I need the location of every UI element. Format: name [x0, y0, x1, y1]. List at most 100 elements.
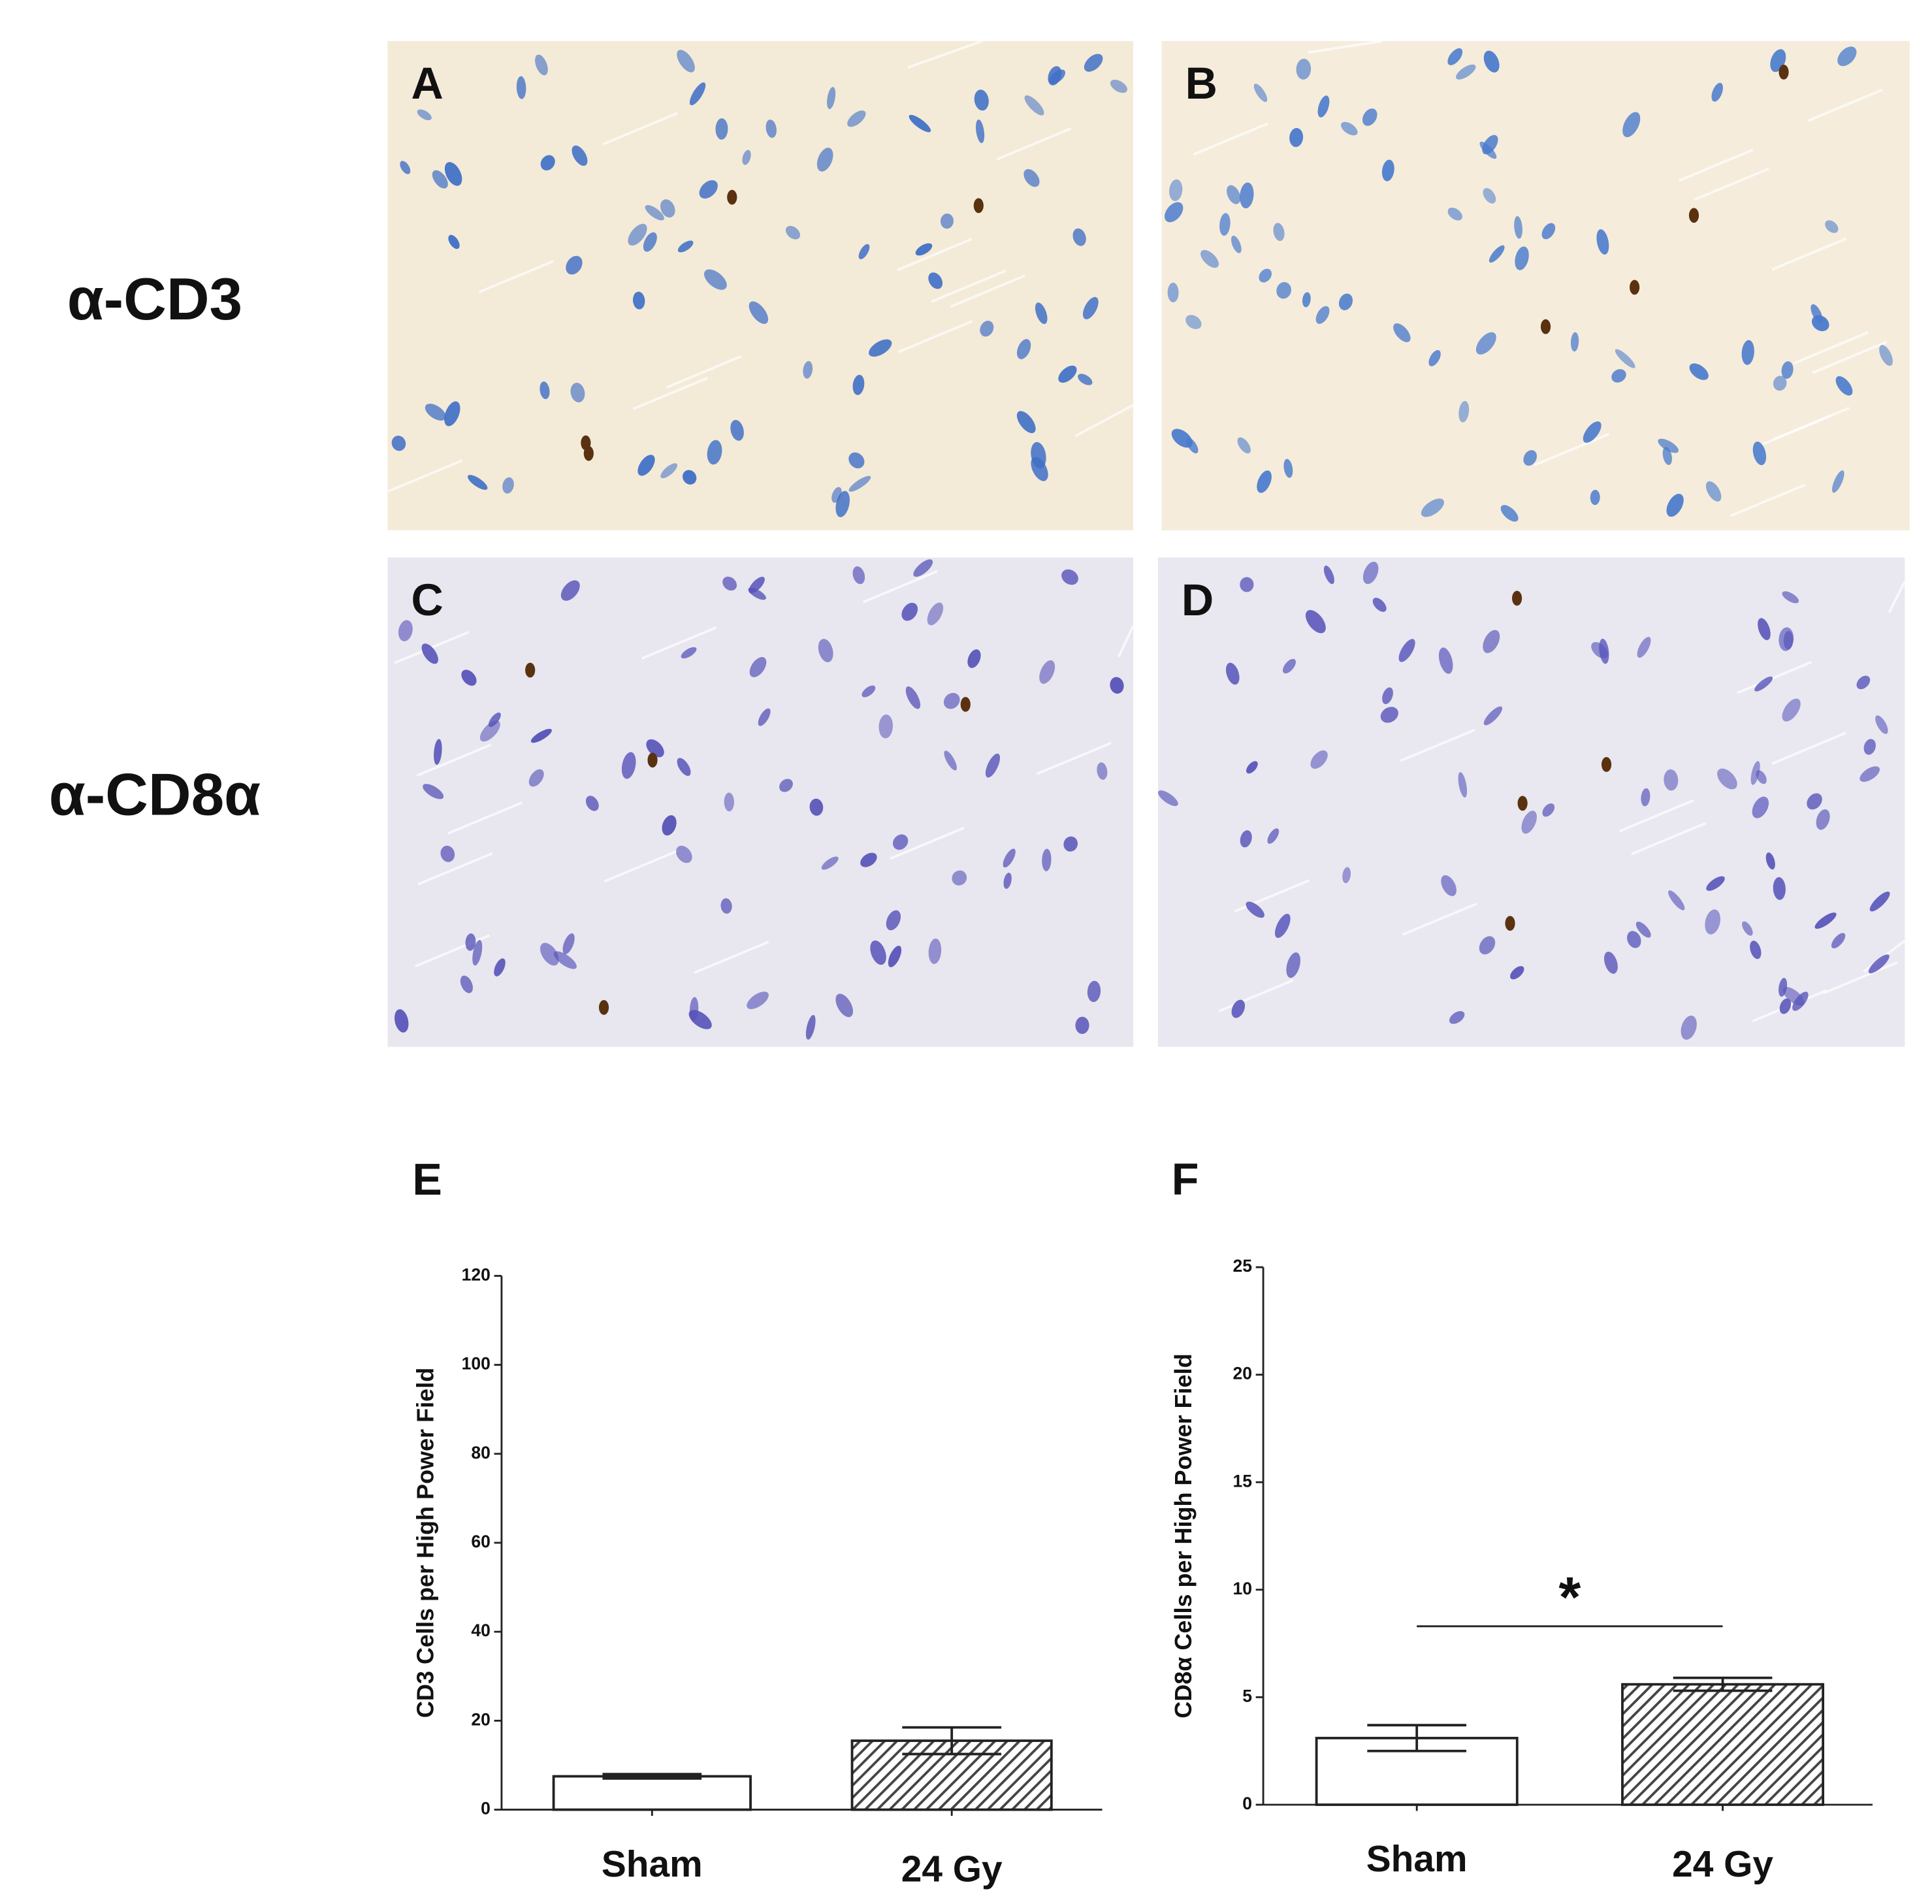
- nucleus: [749, 656, 767, 677]
- nucleus: [785, 225, 801, 240]
- stained-cell: [1630, 280, 1640, 295]
- nucleus: [1869, 892, 1890, 912]
- nucleus: [915, 243, 933, 256]
- stained-cell: [727, 189, 737, 205]
- nucleus: [1039, 660, 1055, 684]
- nucleus: [1338, 293, 1353, 310]
- bar: [1621, 1683, 1825, 1806]
- y-axis-title: CD8α Cells per High Power Field: [1170, 1353, 1197, 1718]
- nucleus: [1681, 1015, 1697, 1040]
- nucleus: [985, 753, 1001, 778]
- nucleus: [1167, 282, 1179, 302]
- nucleus: [1259, 268, 1272, 283]
- y-tick-label: 80: [471, 1443, 491, 1462]
- nucleus: [1393, 323, 1411, 342]
- nucleus: [1711, 82, 1723, 102]
- nucleus: [1023, 169, 1040, 187]
- nucleus: [1267, 828, 1280, 844]
- nucleus: [1811, 304, 1823, 323]
- nucleus: [1779, 978, 1788, 997]
- nucleus: [1110, 677, 1124, 694]
- nucleus: [1082, 297, 1099, 319]
- nucleus: [632, 291, 645, 310]
- nucleus: [637, 455, 655, 476]
- nucleus: [858, 244, 870, 259]
- nucleus: [675, 845, 692, 863]
- y-tick-label: 15: [1232, 1471, 1252, 1491]
- nucleus: [1773, 877, 1786, 900]
- y-tick-label: 10: [1232, 1579, 1252, 1598]
- nucleus: [1110, 80, 1127, 93]
- nucleus: [1879, 345, 1893, 366]
- tissue-streak: [1402, 902, 1477, 936]
- significance-marker: *: [1558, 1566, 1581, 1629]
- nucleus: [530, 728, 552, 743]
- y-tick-label: 0: [481, 1799, 491, 1818]
- nucleus: [1240, 830, 1252, 848]
- nucleus: [1289, 128, 1304, 148]
- nucleus: [528, 769, 544, 787]
- nucleus: [1226, 662, 1240, 685]
- tissue-streak: [415, 934, 491, 968]
- nucleus: [1003, 848, 1016, 868]
- nucleus: [1510, 966, 1524, 980]
- nucleus: [1283, 459, 1293, 478]
- nucleus: [540, 155, 555, 170]
- nucleus: [1169, 179, 1183, 201]
- nucleus: [1666, 493, 1684, 517]
- nucleus: [1599, 638, 1609, 664]
- nucleus: [417, 109, 432, 121]
- bar: [552, 1775, 752, 1811]
- nucleus: [952, 870, 967, 886]
- nucleus: [886, 910, 901, 931]
- nucleus: [1286, 952, 1300, 978]
- nucleus: [720, 898, 732, 914]
- tissue-streak: [1678, 148, 1754, 182]
- nucleus: [758, 708, 771, 726]
- nucleus: [1441, 875, 1457, 896]
- nucleus: [1758, 618, 1771, 641]
- nucleus: [560, 580, 580, 601]
- x-tick-label: Sham: [602, 1844, 703, 1885]
- panel-label: B: [1185, 59, 1217, 108]
- nucleus: [980, 321, 994, 337]
- nucleus: [472, 940, 483, 966]
- nucleus: [468, 475, 488, 490]
- nucleus: [1773, 376, 1787, 391]
- tissue-streak: [889, 826, 965, 860]
- nucleus: [1515, 246, 1529, 270]
- stained-cell: [1505, 916, 1515, 931]
- nucleus: [553, 951, 577, 969]
- panel-label: E: [412, 1155, 442, 1204]
- nucleus: [835, 993, 854, 1018]
- nucleus: [699, 180, 718, 199]
- nucleus: [1380, 707, 1398, 723]
- panel-label: C: [411, 575, 443, 625]
- nucleus: [400, 161, 411, 174]
- nucleus: [1521, 811, 1537, 834]
- y-tick-label: 120: [462, 1265, 491, 1284]
- nucleus: [1048, 66, 1062, 86]
- tissue-streak: [1618, 799, 1694, 833]
- nucleus: [1276, 282, 1291, 299]
- nucleus: [1717, 768, 1737, 790]
- nucleus: [1479, 141, 1497, 159]
- x-tick-label: 24 Gy: [1672, 1844, 1773, 1885]
- nucleus: [1705, 481, 1722, 502]
- nucleus: [818, 639, 833, 662]
- nucleus: [888, 945, 902, 967]
- nucleus: [1219, 213, 1231, 236]
- nucleus: [1087, 980, 1101, 1003]
- tissue-streak: [1888, 581, 1906, 613]
- nucleus: [1310, 750, 1328, 769]
- y-tick-label: 20: [471, 1709, 491, 1729]
- nucleus: [1362, 108, 1377, 126]
- nucleus: [494, 958, 506, 976]
- nucleus: [847, 110, 866, 127]
- nucleus: [1075, 1016, 1089, 1034]
- tissue-streak: [1730, 483, 1806, 517]
- nucleus: [905, 686, 921, 709]
- nucleus: [1782, 987, 1805, 1006]
- nucleus: [1323, 565, 1334, 585]
- nucleus: [1741, 340, 1754, 365]
